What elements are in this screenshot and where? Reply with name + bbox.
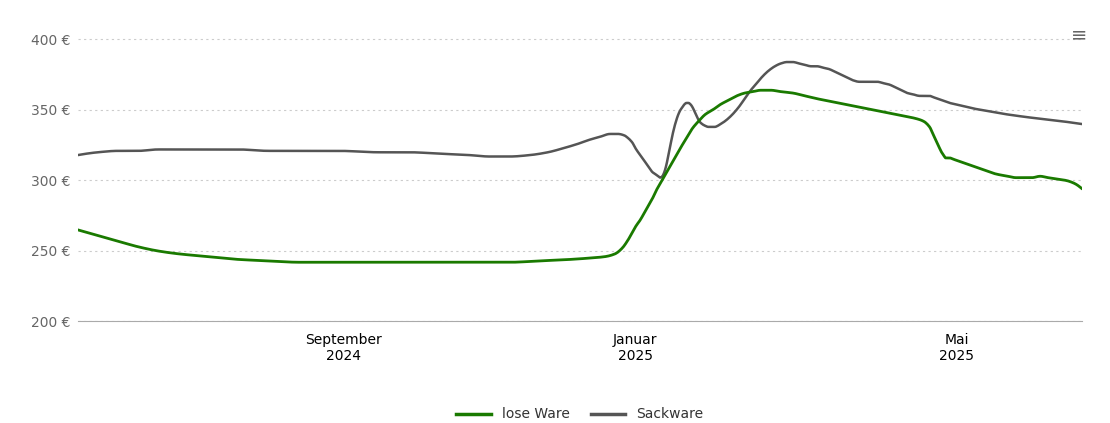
Legend: lose Ware, Sackware: lose Ware, Sackware <box>451 402 709 423</box>
Text: ≡: ≡ <box>1071 25 1088 44</box>
